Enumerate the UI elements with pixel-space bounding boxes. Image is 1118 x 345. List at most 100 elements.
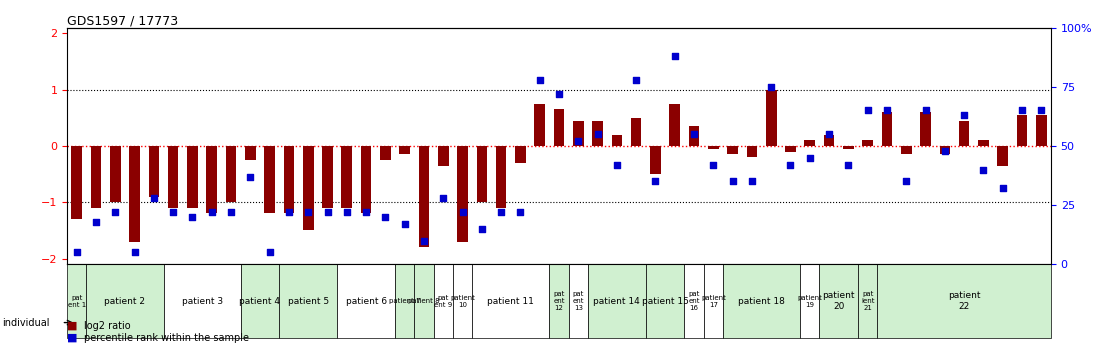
Point [357,209,375,215]
Point [685,131,703,137]
Bar [226,146,236,202]
Point [800,155,818,160]
Bar [862,140,873,146]
Text: pat
ent 9: pat ent 9 [434,295,453,308]
Point [241,174,259,179]
Text: patient 2: patient 2 [104,297,145,306]
Bar [1016,115,1027,146]
Point [511,209,529,215]
FancyBboxPatch shape [703,264,723,338]
Bar [651,146,661,174]
Text: percentile rank within the sample: percentile rank within the sample [84,333,249,343]
FancyBboxPatch shape [395,264,415,338]
Point [202,209,220,215]
Point [68,249,86,255]
Text: pat
ent
12: pat ent 12 [553,291,565,311]
Bar [824,135,834,146]
Bar [303,146,313,230]
Point [627,77,645,82]
Point [415,238,433,243]
Bar [843,146,854,149]
Point [646,179,664,184]
Text: log2 ratio: log2 ratio [84,321,131,331]
FancyBboxPatch shape [549,264,569,338]
Text: patient 14: patient 14 [594,297,641,306]
Bar [766,90,777,146]
Bar [747,146,757,157]
Bar [495,146,506,208]
FancyBboxPatch shape [240,264,280,338]
Point [1032,108,1050,113]
Bar [959,120,969,146]
Bar [882,112,892,146]
Bar [553,109,565,146]
Bar [978,140,988,146]
Bar [91,146,102,208]
Text: individual: individual [2,318,49,327]
Point [454,209,472,215]
Point [743,179,761,184]
Text: GDS1597 / 17773: GDS1597 / 17773 [67,14,178,28]
Bar [612,135,623,146]
Point [840,162,858,168]
Bar [476,146,487,202]
Point [994,186,1012,191]
Bar [72,146,82,219]
Bar [361,146,371,214]
Bar [805,140,815,146]
Bar [110,146,121,202]
Bar [708,146,719,149]
Text: patient
20: patient 20 [823,292,855,311]
FancyBboxPatch shape [800,264,819,338]
Bar [438,146,448,166]
FancyBboxPatch shape [684,264,703,338]
Bar [631,118,642,146]
FancyBboxPatch shape [878,264,1051,338]
FancyBboxPatch shape [434,264,453,338]
Bar [207,146,217,214]
FancyBboxPatch shape [415,264,434,338]
Text: pat
ent 1: pat ent 1 [67,295,86,308]
Point [762,84,780,89]
Point [917,108,935,113]
FancyBboxPatch shape [472,264,549,338]
Bar [264,146,275,214]
Text: patient 6: patient 6 [345,297,387,306]
Point [781,162,799,168]
Point [550,91,568,97]
Point [878,108,896,113]
Text: patient 15: patient 15 [642,297,689,306]
Point [164,209,182,215]
Bar [901,146,911,154]
Point [434,195,452,201]
Point [589,131,607,137]
Bar [187,146,198,208]
FancyBboxPatch shape [163,264,240,338]
Bar [380,146,390,160]
Point [859,108,877,113]
Point [106,209,124,215]
Point [608,162,626,168]
Bar [284,146,294,214]
Point [473,226,491,231]
Bar [534,104,544,146]
Bar [168,146,179,208]
Bar [149,146,159,197]
Point [145,195,163,201]
Text: patient 3: patient 3 [181,297,222,306]
Bar [245,146,256,160]
Point [723,179,741,184]
Text: patient
22: patient 22 [948,292,980,311]
Point [222,209,240,215]
FancyBboxPatch shape [453,264,472,338]
Text: patient 4: patient 4 [239,297,281,306]
FancyBboxPatch shape [338,264,395,338]
Bar [1036,115,1046,146]
Bar [670,104,680,146]
Bar [457,146,467,242]
Text: pat
ient
21: pat ient 21 [861,291,874,311]
Point [125,249,143,255]
Text: patient
17: patient 17 [701,295,726,308]
Point [260,249,278,255]
Point [183,214,201,220]
